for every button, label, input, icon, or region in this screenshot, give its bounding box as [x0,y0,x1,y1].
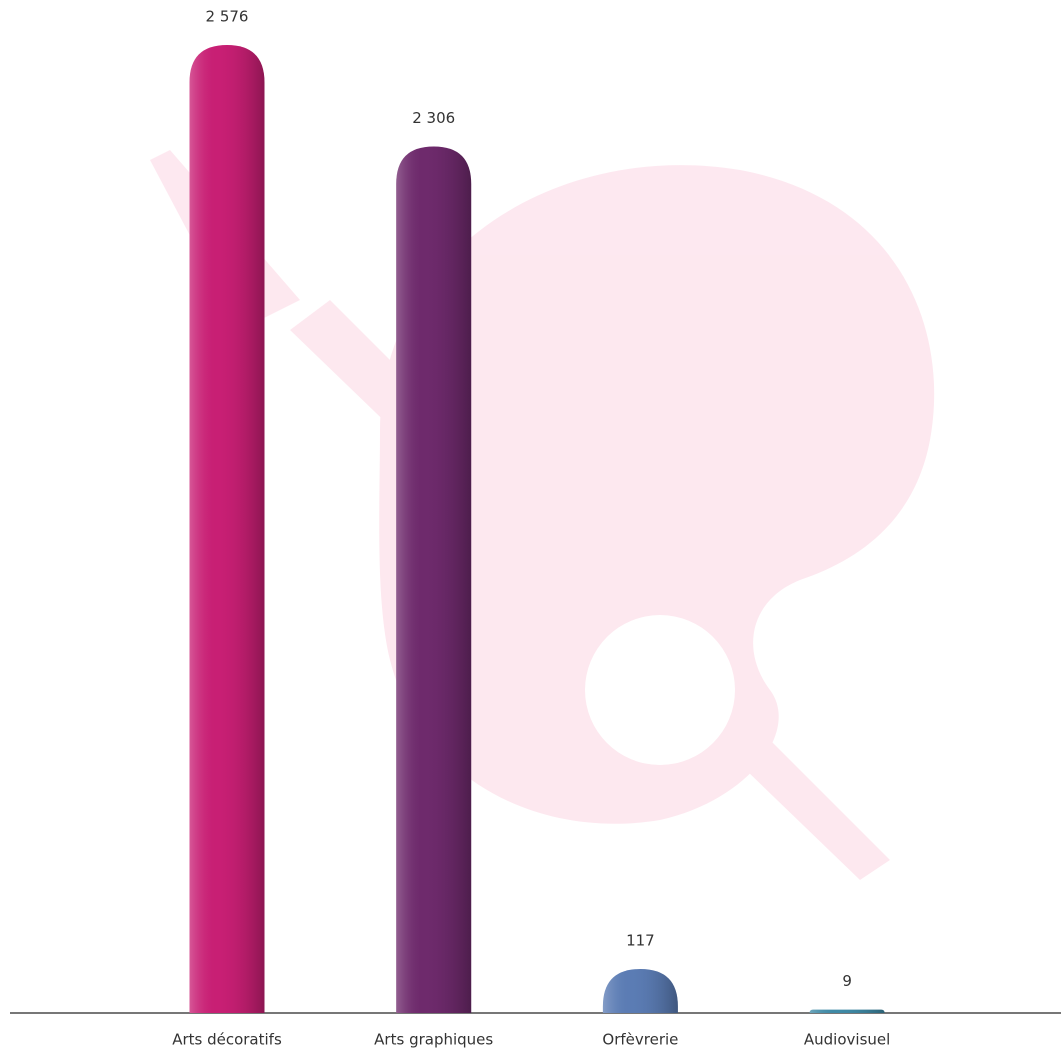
bar-shade [189,45,265,1013]
bar-shade [396,146,472,1014]
x-tick-label: Arts décoratifs [172,1031,282,1049]
value-label: 9 [842,972,852,990]
x-tick-label: Arts graphiques [374,1031,493,1049]
palette-hole [585,615,735,765]
watermark [150,150,935,880]
bar-shade [602,969,678,1013]
palette-shape [379,165,935,824]
x-tick-label: Orfèvrerie [602,1031,678,1049]
value-label: 2 306 [412,109,455,127]
x-tick-label: Audiovisuel [804,1031,890,1049]
bar-shade [809,1009,885,1013]
value-label: 2 576 [206,8,249,26]
value-label: 117 [626,932,655,950]
